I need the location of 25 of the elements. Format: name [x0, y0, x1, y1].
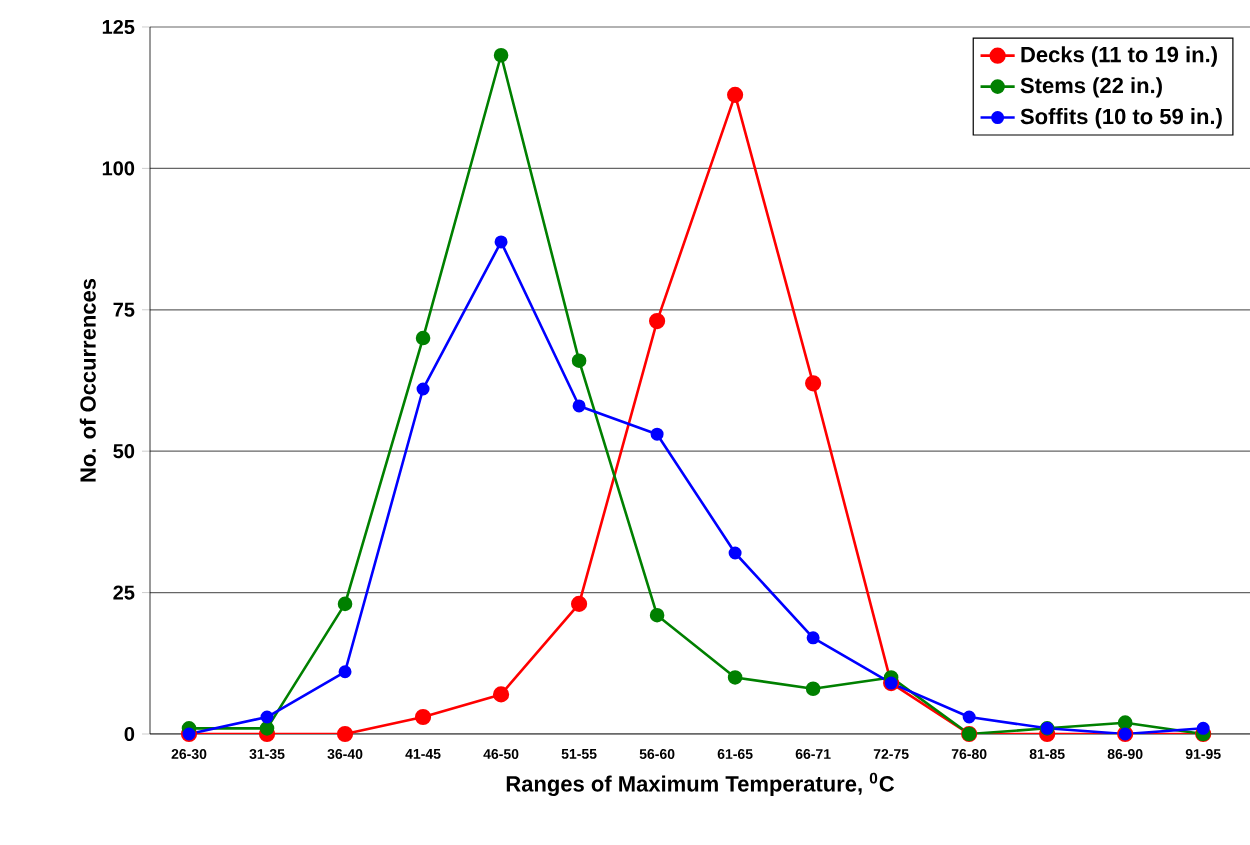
- x-tick-label: 56-60: [639, 749, 675, 759]
- y-tick-label: 25: [113, 585, 135, 600]
- y-tick-label: 100: [102, 161, 135, 176]
- x-tick-label: 86-90: [1107, 749, 1143, 759]
- x-tick-label: 61-65: [717, 749, 753, 759]
- x-tick-label: 51-55: [561, 749, 597, 759]
- x-tick-label: 46-50: [483, 749, 519, 759]
- legend-label: Stems (22 in.): [1020, 77, 1162, 98]
- x-tick-label: 41-45: [405, 749, 441, 759]
- x-axis-title: Ranges of Maximum Temperature, $^{0}$C: [506, 772, 895, 797]
- x-tick-label: 26-30: [171, 749, 207, 759]
- x-tick-label: 66-71: [795, 749, 831, 759]
- x-tick-label: 31-35: [249, 749, 285, 759]
- y-tick-label: 0: [124, 726, 135, 742]
- y-tick-label: 75: [113, 302, 135, 317]
- x-tick-label: 36-40: [327, 749, 363, 759]
- x-tick-label: 91-95: [1185, 749, 1221, 759]
- y-tick-label: 125: [102, 19, 135, 35]
- x-tick-label: 72-75: [873, 749, 909, 759]
- legend-label: Soffits (10 to 59 in.): [1020, 108, 1222, 129]
- legend-label: Decks (11 to 19 in.): [1021, 46, 1217, 67]
- y-axis-title: No. of Occurrences: [79, 278, 96, 482]
- x-tick-label: 76-80: [951, 749, 987, 759]
- x-tick-label: 81-85: [1029, 749, 1065, 759]
- y-tick-label: 50: [113, 444, 135, 459]
